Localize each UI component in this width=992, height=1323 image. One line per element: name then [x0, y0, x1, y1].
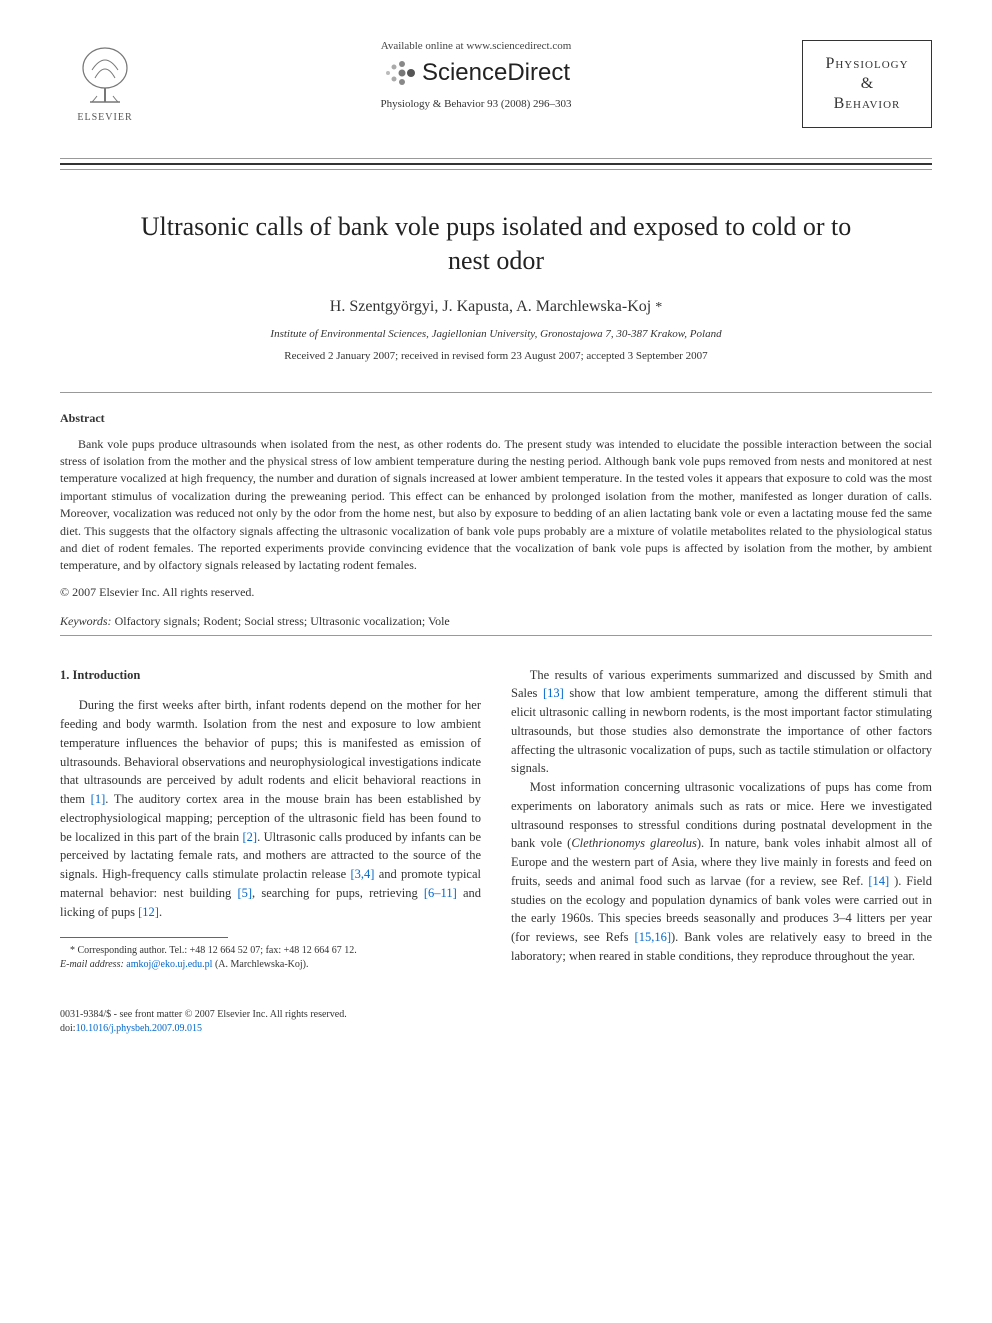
p2b: show that low ambient temperature, among…	[511, 686, 932, 775]
keywords-label: Keywords:	[60, 614, 112, 628]
intro-para-1: During the first weeks after birth, infa…	[60, 696, 481, 921]
doi-label: doi:	[60, 1023, 76, 1034]
intro-para-2: The results of various experiments summa…	[511, 666, 932, 779]
journal-box-line2: Behavior	[813, 95, 921, 113]
footnote-email-label: E-mail address:	[60, 959, 124, 970]
elsevier-tree-icon	[70, 40, 140, 110]
p1g: .	[159, 905, 162, 919]
keywords-list: Olfactory signals; Rodent; Social stress…	[112, 614, 450, 628]
species-name: Clethrionomys glareolus	[571, 836, 697, 850]
header: ELSEVIER Available online at www.science…	[60, 40, 932, 128]
ref-link-5[interactable]: [5]	[237, 886, 252, 900]
authors-list: H. Szentgyörgyi, J. Kapusta, A. Marchlew…	[330, 298, 651, 315]
intro-para-3: Most information concerning ultrasonic v…	[511, 778, 932, 966]
ref-link-14[interactable]: [14]	[868, 874, 889, 888]
footer-front-matter: 0031-9384/$ - see front matter © 2007 El…	[60, 1008, 932, 1022]
ref-link-6-11[interactable]: [6–11]	[424, 886, 457, 900]
elsevier-label: ELSEVIER	[77, 112, 132, 123]
corresponding-author-footnote: * Corresponding author. Tel.: +48 12 664…	[60, 944, 481, 972]
section-heading-intro: 1. Introduction	[60, 666, 481, 685]
journal-reference: Physiology & Behavior 93 (2008) 296–303	[150, 98, 802, 110]
ref-link-13[interactable]: [13]	[543, 686, 564, 700]
journal-title-box: Physiology & Behavior	[802, 40, 932, 128]
ref-link-1[interactable]: [1]	[91, 792, 106, 806]
ref-link-15-16[interactable]: [15,16]	[635, 930, 671, 944]
footnote-suffix: (A. Marchlewska-Koj).	[212, 959, 308, 970]
journal-box-amp: &	[813, 75, 921, 93]
abstract-rule-top	[60, 392, 932, 393]
rule-thick	[60, 163, 932, 165]
footnote-email-link[interactable]: amkoj@eko.uj.edu.pl	[126, 959, 212, 970]
rule-thin-1	[60, 158, 932, 159]
center-header: Available online at www.sciencedirect.co…	[150, 40, 802, 110]
rule-thin-2	[60, 169, 932, 170]
affiliation: Institute of Environmental Sciences, Jag…	[60, 328, 932, 340]
doi-link[interactable]: 10.1016/j.physbeh.2007.09.015	[76, 1023, 202, 1034]
elsevier-logo-block: ELSEVIER	[60, 40, 150, 123]
footnote-text: Corresponding author. Tel.: +48 12 664 5…	[75, 945, 357, 956]
journal-box-line1: Physiology	[813, 55, 921, 73]
ref-link-2[interactable]: [2]	[243, 830, 258, 844]
abstract-body: Bank vole pups produce ultrasounds when …	[60, 436, 932, 575]
sciencedirect-logo: ScienceDirect	[150, 56, 802, 90]
footer-doi-row: doi:10.1016/j.physbeh.2007.09.015	[60, 1022, 932, 1036]
body-columns: 1. Introduction During the first weeks a…	[60, 666, 932, 973]
sciencedirect-dots-icon	[382, 56, 416, 90]
corresponding-mark: *	[655, 300, 662, 315]
article-title: Ultrasonic calls of bank vole pups isola…	[120, 210, 872, 278]
article-dates: Received 2 January 2007; received in rev…	[60, 350, 932, 362]
footer: 0031-9384/$ - see front matter © 2007 El…	[60, 1008, 932, 1036]
ref-link-3-4[interactable]: [3,4]	[350, 867, 374, 881]
authors: H. Szentgyörgyi, J. Kapusta, A. Marchlew…	[60, 298, 932, 316]
sciencedirect-text: ScienceDirect	[422, 59, 570, 87]
abstract-heading: Abstract	[60, 411, 932, 426]
available-online-text: Available online at www.sciencedirect.co…	[150, 40, 802, 52]
footnote-rule	[60, 937, 228, 938]
p1a: During the first weeks after birth, infa…	[60, 698, 481, 806]
copyright: © 2007 Elsevier Inc. All rights reserved…	[60, 585, 932, 600]
ref-link-12[interactable]: [12]	[138, 905, 159, 919]
keywords: Keywords: Olfactory signals; Rodent; Soc…	[60, 614, 932, 629]
abstract-rule-bottom	[60, 635, 932, 636]
p1e: , searching for pups, retrieving	[252, 886, 424, 900]
